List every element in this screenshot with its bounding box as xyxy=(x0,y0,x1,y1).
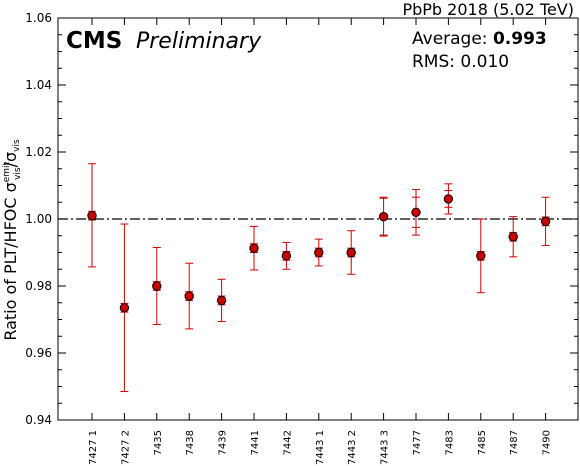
preliminary-label: Preliminary xyxy=(136,29,262,54)
x-ticks: 7427 1 7427 2 7435 7438 7439 7441 7442 7443 1 74… xyxy=(88,18,553,465)
rms-stat: RMS: 0.010 xyxy=(412,52,509,72)
cms-label: CMS xyxy=(66,28,122,54)
data-point-9 xyxy=(346,230,356,275)
data-point-2 xyxy=(119,223,130,393)
data-point-10 xyxy=(378,196,389,237)
x-tick-label: 7442 xyxy=(282,430,293,455)
y-tick-label: 1.00 xyxy=(25,212,52,226)
data-points xyxy=(87,163,551,393)
x-tick-label: 7483 xyxy=(444,430,455,455)
x-tick-label: 7487 xyxy=(509,430,520,455)
x-tick-label: 7443 2 xyxy=(347,430,358,465)
data-marker xyxy=(443,194,454,204)
y-axis-label-sub2: vis xyxy=(13,167,23,180)
x-tick-label: 7427 2 xyxy=(120,430,131,465)
data-point-7 xyxy=(281,241,292,270)
data-point-5 xyxy=(216,278,227,323)
average-value: 0.993 xyxy=(493,29,547,49)
dataset-label: PbPb 2018 (5.02 TeV) xyxy=(402,0,574,19)
x-tick-label: 7438 xyxy=(185,430,196,455)
svg-text:Ratio of PLT/HFOC σemitvis/σvi: Ratio of PLT/HFOC σemitvis/σvis xyxy=(1,139,23,341)
data-marker xyxy=(411,207,421,218)
data-point-4 xyxy=(184,262,194,330)
data-marker xyxy=(346,247,356,258)
x-tick-label: 7439 xyxy=(218,430,229,455)
data-point-14 xyxy=(508,216,518,258)
data-point-11 xyxy=(411,189,421,236)
x-tick-label: 7435 xyxy=(153,430,164,455)
data-point-6 xyxy=(249,225,259,271)
y-tick-label: 1.02 xyxy=(25,145,52,159)
data-marker xyxy=(314,247,324,258)
data-point-3 xyxy=(152,246,162,326)
y-axis-label-main: Ratio of PLT/HFOC σ xyxy=(1,182,20,340)
x-tick-label: 7490 xyxy=(542,430,553,455)
y-tick-label: 1.06 xyxy=(25,11,52,25)
y-axis-label-tail: /σ xyxy=(1,152,20,168)
data-point-12 xyxy=(443,183,454,215)
data-point-1 xyxy=(87,163,97,268)
x-tick-label: 7441 xyxy=(250,430,261,455)
data-marker xyxy=(540,216,551,227)
y-tick-label: 0.94 xyxy=(25,413,52,427)
data-point-13 xyxy=(476,218,486,294)
data-marker xyxy=(152,281,162,291)
x-tick-label: 7443 3 xyxy=(380,430,391,465)
data-marker xyxy=(119,303,130,313)
data-marker xyxy=(281,251,292,261)
x-tick-label: 7427 1 xyxy=(88,430,99,465)
y-tick-label: 0.96 xyxy=(25,346,52,360)
x-tick-label: 7485 xyxy=(477,430,488,455)
data-point-15 xyxy=(540,196,551,246)
data-marker xyxy=(249,243,259,253)
data-marker xyxy=(508,232,518,242)
data-marker xyxy=(87,210,97,221)
x-tick-label: 7443 1 xyxy=(315,430,326,465)
y-axis-label: Ratio of PLT/HFOC σemitvis/σvis xyxy=(1,139,23,341)
y-axis-label-sub3: vis xyxy=(12,139,22,152)
average-label: Average: xyxy=(412,29,493,49)
y-axis-label-sub1: emit xyxy=(2,161,12,182)
data-marker xyxy=(184,291,194,301)
average-stat: Average: 0.993 xyxy=(412,29,547,49)
data-marker xyxy=(216,295,227,306)
data-point-8 xyxy=(314,238,324,267)
data-marker xyxy=(476,251,486,261)
y-tick-label: 0.98 xyxy=(25,279,52,293)
y-tick-label: 1.04 xyxy=(25,78,52,92)
x-tick-label: 7477 xyxy=(412,430,423,455)
data-marker xyxy=(378,211,389,222)
y-ticks: 0.94 0.96 0.98 1.00 1.02 1.04 1.06 xyxy=(25,11,578,427)
